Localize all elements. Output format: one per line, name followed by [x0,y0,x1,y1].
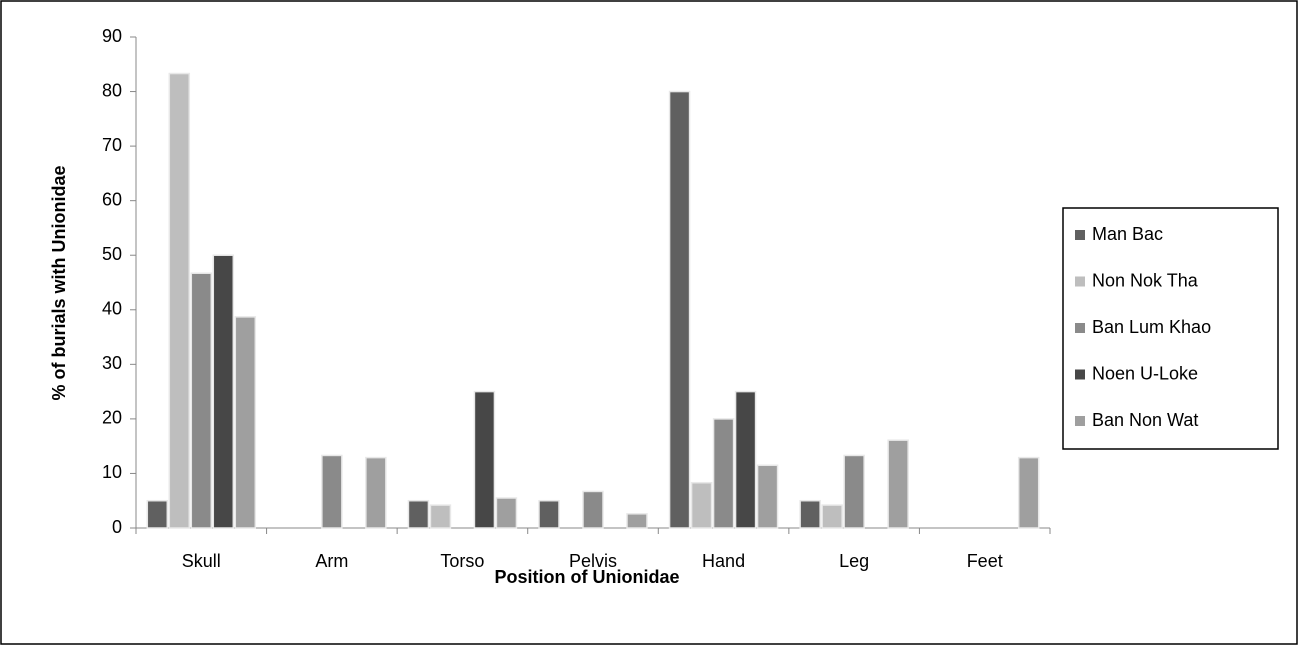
y-tick-label: 80 [102,80,122,100]
x-axis-title: Position of Unionidae [495,567,680,587]
legend-swatch [1075,416,1085,426]
bar [495,497,518,529]
legend-label: Ban Lum Khao [1092,317,1211,337]
bar [690,481,713,529]
legend-swatch [1075,276,1085,287]
legend-swatch [1075,323,1085,333]
x-tick-label: Hand [702,551,745,571]
y-tick-label: 10 [102,462,122,482]
bar [668,90,691,529]
bar [887,439,909,529]
x-tick-label: Arm [315,551,348,571]
legend-swatch [1075,369,1085,380]
bar [407,499,430,529]
y-tick-label: 60 [102,189,122,209]
y-tick-label: 30 [102,353,122,373]
y-tick-label: 90 [102,26,122,46]
bar [538,499,560,529]
x-tick-label: Torso [440,551,484,571]
bar [321,454,343,529]
bar [365,456,387,529]
bar [712,418,735,529]
bar [582,490,604,529]
bar [190,272,213,529]
x-tick-label: Skull [182,551,221,571]
legend-label: Noen U-Loke [1092,363,1198,383]
bar [756,464,779,529]
bar [212,254,235,529]
x-tick-label: Pelvis [569,551,617,571]
legend-box [1062,207,1279,450]
bar [734,390,757,529]
legend-swatch [1075,230,1085,240]
y-tick-label: 20 [102,408,122,428]
y-axis-title: % of burials with Unionidae [49,165,69,400]
bar [626,513,648,529]
x-tick-label: Leg [839,551,869,571]
y-tick-label: 50 [102,244,122,264]
bar [843,454,865,529]
bar [234,316,257,529]
legend-label: Non Nok Tha [1092,270,1199,290]
y-tick-label: 0 [112,517,122,537]
bar [146,499,169,529]
bar [429,504,452,529]
bar [1017,456,1040,529]
x-tick-label: Feet [967,551,1003,571]
legend-label: Man Bac [1092,224,1163,244]
bar [473,390,496,529]
bar [799,499,821,529]
y-tick-label: 70 [102,135,122,155]
legend-label: Ban Non Wat [1092,410,1198,430]
y-tick-label: 40 [102,299,122,319]
bar [821,504,843,529]
bar [168,72,191,529]
